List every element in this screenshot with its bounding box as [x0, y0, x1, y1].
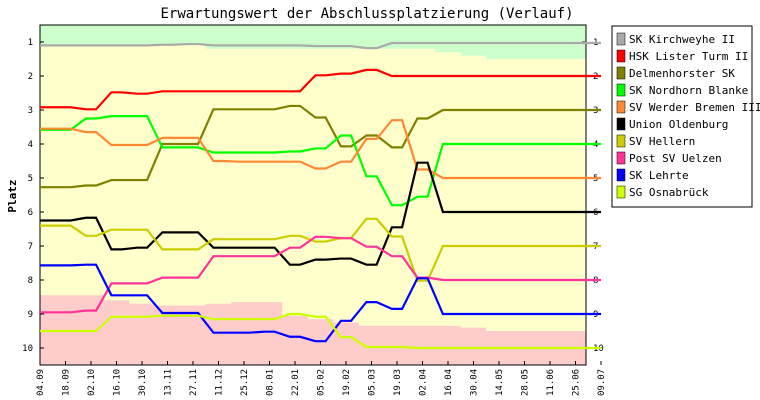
- y-tick-label-left: 5: [28, 174, 33, 184]
- legend-swatch: [616, 100, 626, 114]
- y-axis-label: Platz: [6, 179, 19, 212]
- legend-swatch: [616, 32, 626, 46]
- series-line-5: [40, 119, 601, 180]
- x-tick-label: 05.03: [368, 369, 378, 396]
- series-line-1: [40, 41, 601, 50]
- x-tick-label: 14.05: [495, 369, 505, 396]
- legend-entry: HSK Lister Turm II: [629, 50, 748, 63]
- legend-entry: Post SV Uelzen: [629, 152, 722, 165]
- x-tick-label: 25.12: [240, 369, 250, 396]
- legend-entry: SK Nordhorn Blanke: [629, 84, 748, 97]
- legend-entry: SK Lehrte: [629, 169, 689, 182]
- x-tick-label: 04.09: [36, 369, 46, 396]
- series-line-10: [40, 312, 601, 350]
- y-tick-label-left: 8: [28, 276, 33, 286]
- series-line-3: [40, 104, 601, 189]
- legend-swatch: [616, 185, 626, 199]
- x-tick-label: 22.01: [291, 369, 301, 396]
- legend-entry: SK Kirchweyhe II: [629, 33, 735, 46]
- legend-swatch: [616, 83, 626, 97]
- x-tick-label: 09.07: [597, 369, 607, 396]
- legend-swatch: [616, 168, 626, 182]
- chart-title: Erwartungswert der Abschlussplatzierung …: [160, 6, 573, 22]
- legend-swatch: [616, 117, 626, 131]
- x-tick-label: 16.10: [113, 369, 123, 396]
- legend-entry: Union Oldenburg: [629, 118, 728, 131]
- x-tick-label: 11.06: [546, 369, 556, 396]
- x-tick-label: 08.01: [266, 369, 276, 396]
- series-line-6: [40, 161, 601, 266]
- series-layer: [40, 41, 601, 350]
- legend-swatch: [616, 66, 626, 80]
- legend-swatch: [616, 134, 626, 148]
- series-line-7: [40, 217, 601, 282]
- x-tick-label: 11.12: [215, 369, 225, 396]
- legend-entry: SV Hellern: [629, 135, 695, 148]
- series-line-9: [40, 263, 601, 343]
- zone-top: [40, 25, 589, 59]
- legend-swatch: [616, 49, 626, 63]
- x-tick-label: 05.02: [317, 369, 327, 396]
- legend-entry: Delmenhorster SK: [629, 67, 735, 80]
- x-tick-label: 27.11: [189, 369, 199, 396]
- x-tick-label: 19.02: [342, 369, 352, 396]
- x-tick-label: 18.09: [62, 369, 72, 396]
- legend-box: [611, 25, 753, 208]
- x-tick-label: 02.04: [419, 369, 429, 396]
- y-tick-label-left: 1: [28, 38, 33, 48]
- x-tick-label: 16.04: [444, 369, 454, 396]
- y-tick-label-left: 10: [22, 344, 33, 354]
- x-tick-label: 28.05: [521, 369, 531, 396]
- legend: SK Kirchweyhe II HSK Lister Turm II Delmen…: [611, 25, 760, 208]
- plot-frame: [39, 24, 587, 366]
- legend-entry: SV Werder Bremen III: [629, 101, 760, 114]
- legend-swatch: [616, 151, 626, 165]
- series-line-8: [40, 235, 601, 314]
- y-tick-label-left: 6: [28, 208, 33, 218]
- legend-entry: SG Osnabrück: [629, 186, 709, 199]
- y-tick-label-left: 9: [28, 310, 33, 320]
- x-tick-label: 19.03: [393, 369, 403, 396]
- x-tick-label: 30.04: [470, 369, 480, 396]
- x-tick-label: 25.06: [572, 369, 582, 396]
- y-tick-label-left: 7: [28, 242, 33, 252]
- series-line-4: [40, 115, 601, 207]
- y-tick-label-left: 3: [28, 106, 33, 116]
- y-tick-label-left: 2: [28, 72, 33, 82]
- x-tick-label: 30.10: [138, 369, 148, 396]
- x-tick-label: 02.10: [87, 369, 97, 396]
- y-tick-label-left: 4: [28, 140, 33, 150]
- x-tick-label: 13.11: [164, 369, 174, 396]
- series-line-2: [40, 68, 601, 111]
